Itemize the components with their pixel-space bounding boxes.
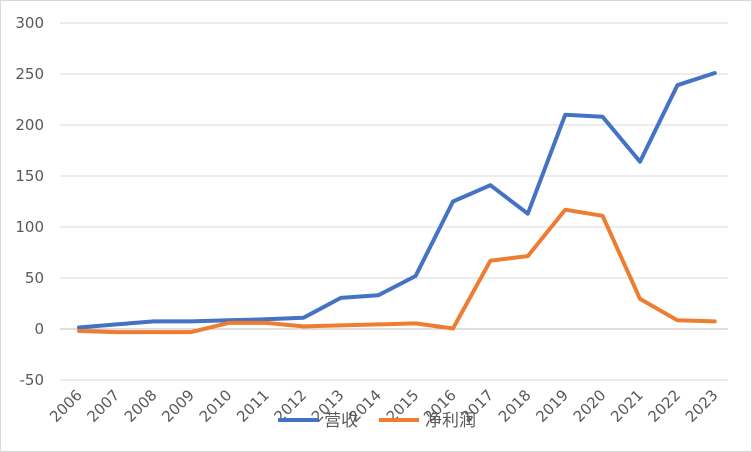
legend: 营收 净利润 (278, 411, 476, 431)
x-tick-label: 2008 (121, 386, 161, 426)
x-tick-label: 2022 (644, 386, 684, 426)
series-line-2 (77, 207, 717, 335)
x-tick-label: 2019 (532, 386, 572, 426)
x-tick-label: 2011 (233, 386, 273, 426)
gridlines (60, 22, 728, 381)
x-tick-label: 2021 (607, 386, 647, 426)
x-tick-label: 2007 (83, 386, 123, 426)
x-tick-label: 2009 (158, 386, 198, 426)
y-tick-label: 200 (15, 116, 44, 134)
y-tick-label: -50 (20, 371, 45, 389)
x-tick-label: 2018 (495, 386, 535, 426)
legend-label: 营收 (324, 411, 358, 431)
x-tick-label: 2006 (46, 386, 86, 426)
x-tick-label: 2023 (682, 386, 722, 426)
series-line-1 (77, 71, 717, 330)
y-tick-label: 50 (25, 269, 44, 287)
x-tick-label: 2010 (196, 386, 236, 426)
y-tick-label: 100 (15, 218, 44, 236)
x-tick-label: 2020 (570, 386, 610, 426)
y-tick-label: 0 (34, 320, 44, 338)
legend-label: 净利润 (425, 411, 476, 431)
y-axis-tick-labels: -50 0 50 100 150 200 250 300 (15, 14, 44, 389)
y-tick-label: 300 (15, 14, 44, 32)
y-tick-label: 150 (15, 167, 44, 185)
y-tick-label: 250 (15, 65, 44, 83)
series-lines (77, 71, 717, 335)
